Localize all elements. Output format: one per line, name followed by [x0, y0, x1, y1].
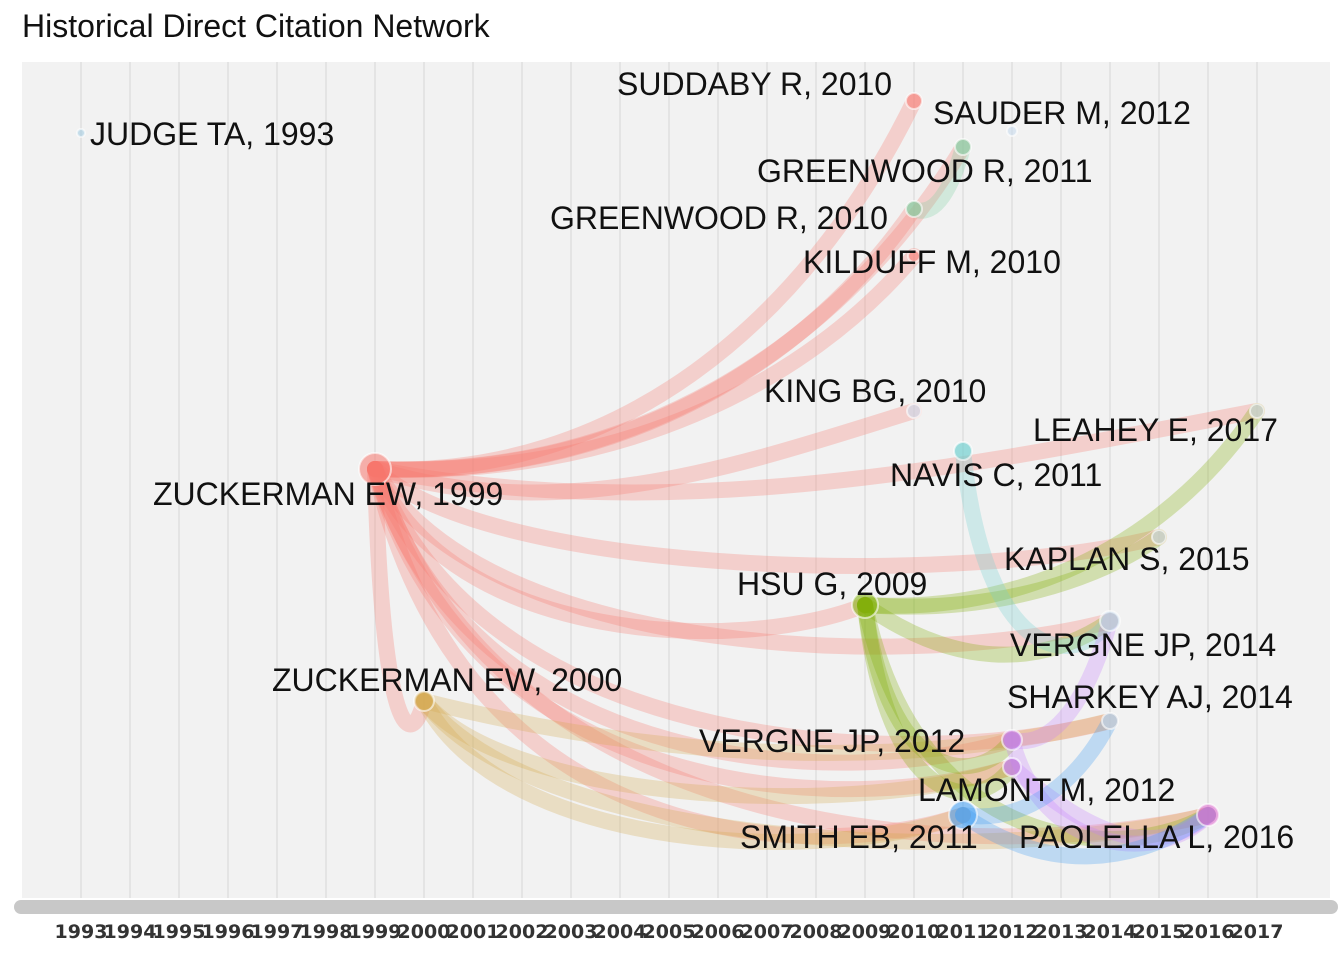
node-label-greenwood2010: GREENWOOD R, 2010 [550, 200, 888, 236]
edge-zuck1999-paolella2016 [367, 461, 1216, 845]
node-label-kilduff2010: KILDUFF M, 2010 [803, 244, 1061, 280]
node-king2010 [906, 403, 922, 419]
node-label-greenwood2011: GREENWOOD R, 2011 [757, 153, 1092, 189]
x-tick-label-1994: 1994 [104, 921, 157, 943]
node-label-lamont2012: LAMONT M, 2012 [918, 772, 1175, 808]
edge-hsu2009-vergne2012 [857, 597, 1020, 775]
x-tick-label-2007: 2007 [741, 921, 794, 943]
x-tick-label-2016: 2016 [1182, 921, 1235, 943]
x-tick-label-2006: 2006 [692, 921, 745, 943]
x-tick-label-2008: 2008 [790, 921, 843, 943]
node-paolella2016 [1196, 803, 1220, 827]
edge-zuck2000-paolella2016 [416, 693, 1216, 850]
chart-title: Historical Direct Citation Network [22, 8, 490, 44]
node-zuck1999 [358, 452, 392, 486]
node-label-king2010: KING BG, 2010 [764, 373, 986, 409]
node-greenwood2010 [905, 200, 923, 218]
node-hsu2009 [851, 591, 879, 619]
x-tick-label-1993: 1993 [55, 921, 108, 943]
edge-hsu2009-kaplan2015 [857, 529, 1167, 615]
edge-navis2011-vergne2014 [955, 443, 1118, 655]
x-tick-label-1996: 1996 [202, 921, 255, 943]
x-tick-label-1998: 1998 [300, 921, 353, 943]
node-label-sauder2012: SAUDER M, 2012 [933, 95, 1191, 131]
x-tick-label-2004: 2004 [594, 921, 647, 943]
x-tick-label-2003: 2003 [545, 921, 598, 943]
edge-vergne2012-paolella2016 [1004, 732, 1216, 852]
edge-smith2011-paolella2016 [955, 807, 1216, 865]
edge-zuck1999-greenwood2010 [367, 201, 922, 478]
x-tick-label-1999: 1999 [349, 921, 402, 943]
edge-zuck1999-king2010 [367, 403, 922, 501]
node-label-judge1993: JUDGE TA, 1993 [90, 116, 334, 152]
edge-lamont2012-paolella2016 [1004, 759, 1216, 847]
node-label-zuck1999: ZUCKERMAN EW, 1999 [153, 476, 503, 512]
x-tick-label-2001: 2001 [447, 921, 500, 943]
node-label-zuck2000: ZUCKERMAN EW, 2000 [272, 662, 622, 698]
x-tick-label-2012: 2012 [986, 921, 1039, 943]
x-tick-label-1995: 1995 [153, 921, 206, 943]
edge-zuck1999-vergne2014 [367, 461, 1118, 655]
edge-smith2011-sharkey2014 [955, 713, 1118, 825]
x-tick-label-2002: 2002 [496, 921, 549, 943]
edge-zuck1999-kaplan2015 [367, 461, 1167, 574]
node-navis2011 [953, 441, 973, 461]
node-label-leahey2017: LEAHEY E, 2017 [1033, 412, 1278, 448]
node-suddaby2010 [905, 92, 923, 110]
node-label-vergne2012: VERGNE JP, 2012 [699, 723, 965, 759]
edge-hsu2009-paolella2016 [857, 597, 1216, 847]
edge-zuck1999-suddaby2010 [367, 93, 922, 478]
x-tick-label-2005: 2005 [643, 921, 696, 943]
node-lamont2012 [1002, 757, 1022, 777]
x-tick-label-2015: 2015 [1133, 921, 1186, 943]
labels-layer: JUDGE TA, 1993 ZUCKERMAN EW, 1999 ZUCKERMA… [90, 66, 1294, 855]
edge-hsu2009-lamont2012 [857, 597, 1020, 801]
node-label-hsu2009: HSU G, 2009 [737, 566, 927, 602]
x-tick-label-2011: 2011 [937, 921, 990, 943]
edge-vergne2012-vergne2014 [1004, 613, 1118, 750]
node-label-kaplan2015: KAPLAN S, 2015 [1004, 541, 1249, 577]
node-vergne2012 [1001, 729, 1023, 751]
edge-hsu2009-leahey2017 [857, 403, 1265, 614]
node-zuck2000 [413, 690, 435, 712]
edge-zuck2000-smith2011 [416, 693, 971, 850]
edge-zuck2000-lamont2012 [416, 693, 1020, 805]
node-greenwood2011 [954, 138, 972, 156]
edge-zuck1999-smith2011 [367, 461, 971, 845]
node-sauder2012 [1006, 125, 1018, 137]
node-leahey2017 [1249, 403, 1265, 419]
x-tick-label-2010: 2010 [888, 921, 941, 943]
node-sharkey2014 [1101, 712, 1119, 730]
x-tick-label-2017: 2017 [1231, 921, 1284, 943]
node-label-suddaby2010: SUDDABY R, 2010 [617, 66, 892, 102]
node-kaplan2015 [1151, 529, 1167, 545]
node-label-smith2011: SMITH EB, 2011 [740, 819, 978, 855]
node-smith2011 [948, 800, 978, 830]
edge-zuck1999-hsu2009 [367, 461, 873, 640]
x-axis-ticks: 1993199419951996199719981999200020012002… [55, 921, 1284, 943]
x-axis-bar [14, 900, 1338, 914]
plot-panel [22, 62, 1330, 898]
node-label-paolella2016: PAOLELLA L, 2016 [1019, 819, 1294, 855]
edge-hsu2009-vergne2014 [857, 597, 1118, 663]
edge-zuck1999-kilduff2010 [367, 248, 922, 478]
node-vergne2014 [1099, 610, 1121, 632]
edge-zuck1999-zuck2000 [367, 461, 432, 733]
edge-zuck1999-vergne2012 [367, 461, 1020, 771]
node-kilduff2010 [907, 249, 921, 263]
edge-zuck1999-greenwood2011 [367, 139, 971, 478]
x-tick-label-2000: 2000 [398, 921, 451, 943]
x-tick-label-2014: 2014 [1084, 921, 1137, 943]
node-label-sharkey2014: SHARKEY AJ, 2014 [1007, 679, 1293, 715]
edge-zuck1999-lamont2012 [367, 461, 1020, 798]
edge-zuck1999-leahey2017 [367, 403, 1265, 501]
node-label-navis2011: NAVIS C, 2011 [890, 457, 1102, 493]
nodes-layer [76, 92, 1265, 830]
x-tick-label-1997: 1997 [251, 921, 304, 943]
x-tick-label-2013: 2013 [1035, 921, 1088, 943]
node-label-vergne2014: VERGNE JP, 2014 [1010, 627, 1276, 663]
x-tick-label-2009: 2009 [839, 921, 892, 943]
node-judge1993 [76, 128, 86, 138]
